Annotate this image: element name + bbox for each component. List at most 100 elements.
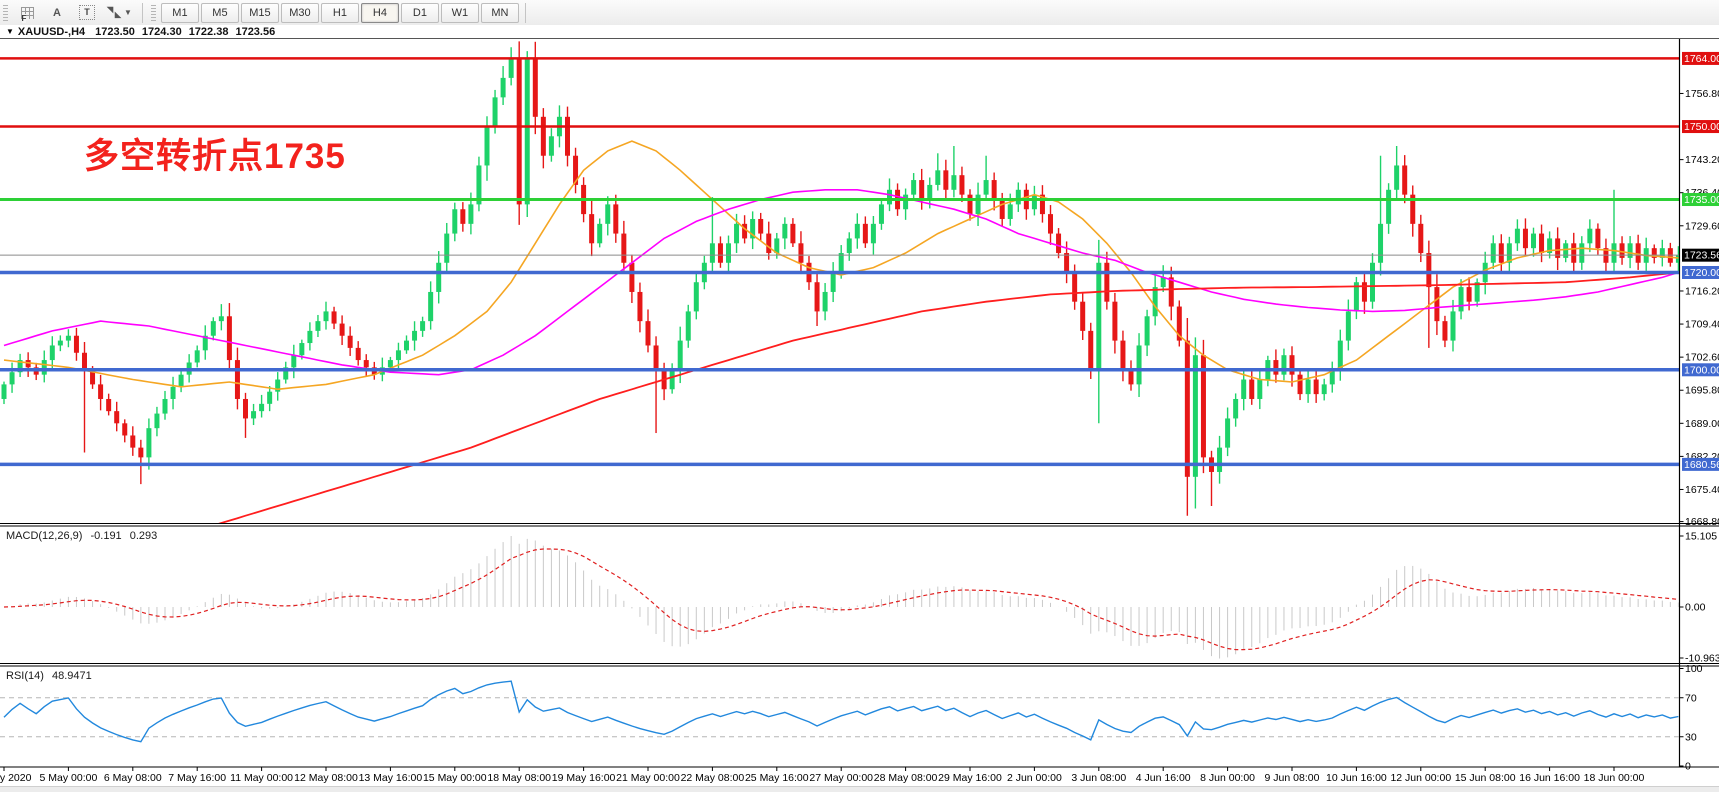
candle <box>1547 231 1553 259</box>
candle <box>73 327 79 361</box>
date-axis-label: 4 Jun 16:00 <box>1136 772 1191 784</box>
candle <box>1209 450 1214 507</box>
candle <box>1192 337 1198 509</box>
letter-t-icon: T <box>79 5 95 20</box>
candle <box>943 159 949 200</box>
timeframe-d1[interactable]: D1 <box>400 2 439 23</box>
candle <box>967 189 973 221</box>
candle <box>1394 146 1400 200</box>
date-axis-label: 21 May 00:00 <box>616 772 680 784</box>
candle <box>1458 279 1464 320</box>
candle <box>420 316 426 337</box>
candle <box>532 41 538 135</box>
timeframe-w1[interactable]: W1 <box>440 2 479 23</box>
price-badge-label: 1723.56 <box>1684 250 1719 262</box>
candle <box>589 200 595 257</box>
date-axis-label: 27 May 00:00 <box>809 772 873 784</box>
grid-glyph: F <box>20 6 34 23</box>
price-axis-badge: 1735.00 <box>1682 193 1719 207</box>
candle <box>1241 369 1247 411</box>
dotted-grid-f-icon[interactable]: F <box>13 4 41 23</box>
candle <box>677 326 683 384</box>
date-axis-label: 11 May 00:00 <box>230 772 293 784</box>
candle <box>903 188 909 220</box>
text-box-button[interactable]: T <box>73 4 101 22</box>
candle <box>98 374 104 411</box>
price-axis-badge: 1723.56 <box>1682 248 1719 262</box>
candle <box>500 66 506 106</box>
candle <box>452 202 458 242</box>
price-badge-label: 1735.00 <box>1684 194 1719 206</box>
candle <box>605 196 611 236</box>
candle <box>782 217 788 250</box>
price-tick-label: 1695.80 <box>1685 385 1719 397</box>
date-axis-label: 29 May 16:00 <box>938 772 1002 784</box>
price-tick-label: 1709.40 <box>1685 319 1719 331</box>
candle <box>621 220 627 271</box>
candle <box>1 381 7 405</box>
candle <box>114 401 120 432</box>
date-axis-label: 12 May 08:00 <box>294 772 358 784</box>
candle <box>573 147 579 194</box>
candle <box>243 392 248 438</box>
timeframe-m5[interactable]: M5 <box>200 2 239 23</box>
quote-bar: ▼ XAUUSD-,H4 1723.50 1724.30 1722.38 172… <box>0 25 1719 39</box>
candle <box>347 326 353 356</box>
candle <box>516 41 522 225</box>
date-axis-label: 19 May 16:00 <box>552 772 616 784</box>
rsi-value: 48.9471 <box>51 670 92 682</box>
timeframe-h4[interactable]: H4 <box>360 2 399 23</box>
timeframe-m1[interactable]: M1 <box>160 2 199 23</box>
candle <box>1321 378 1327 401</box>
candle <box>830 262 836 303</box>
timeframe-m15[interactable]: M15 <box>240 2 279 23</box>
date-axis-label: 10 Jun 16:00 <box>1326 772 1387 784</box>
candle <box>315 314 321 338</box>
rsi-name: RSI(14) <box>6 670 44 682</box>
rsi-scale-label: 70 <box>1685 692 1697 704</box>
candle <box>1297 368 1303 401</box>
candle <box>822 283 828 321</box>
candle <box>1611 189 1617 271</box>
candle <box>259 394 265 418</box>
toolbar-grip[interactable] <box>3 4 8 21</box>
candle <box>1402 155 1408 204</box>
timeframe-m30[interactable]: M30 <box>280 2 319 23</box>
quote-close: 1723.56 <box>235 25 276 38</box>
candle <box>935 153 941 191</box>
candle <box>814 273 820 327</box>
chevron-down-icon[interactable]: ▼ <box>6 27 14 36</box>
timeframe-mn[interactable]: MN <box>480 2 519 23</box>
chart-text-annotation[interactable]: 多空转折点1735 <box>84 137 346 176</box>
candle <box>1345 299 1351 351</box>
candle <box>404 335 409 354</box>
date-axis-label: 22 May 08:00 <box>681 772 745 784</box>
toolbar-grip[interactable] <box>150 4 156 21</box>
quote-high: 1724.30 <box>141 25 182 38</box>
date-axis-label: 2 Jun 00:00 <box>1007 772 1062 784</box>
candle <box>1353 276 1359 320</box>
candle <box>218 304 224 331</box>
candle <box>798 231 804 275</box>
candle <box>1539 224 1545 263</box>
candle <box>1522 218 1528 257</box>
price-tick-label: 1729.60 <box>1685 220 1719 232</box>
macd-main-value: -0.191 <box>90 530 122 542</box>
price-badge-label: 1680.56 <box>1684 459 1719 471</box>
candle <box>1531 227 1536 257</box>
arrows-tool-button[interactable]: ◥ ◣ ▼ <box>103 4 136 22</box>
candle <box>653 336 659 434</box>
candle <box>355 341 361 366</box>
candles-layer <box>1 41 1679 516</box>
candle <box>1587 219 1593 253</box>
chevron-down-icon[interactable]: ▼ <box>124 8 132 17</box>
candle <box>854 213 860 249</box>
date-axis-label: 15 May 00:00 <box>423 772 487 784</box>
date-axis-label: 25 May 16:00 <box>745 772 809 784</box>
date-axis-label: 9 Jun 08:00 <box>1265 772 1320 784</box>
text-label-button[interactable]: A <box>43 4 71 22</box>
candle <box>82 341 87 453</box>
timeframe-h1[interactable]: H1 <box>320 2 359 23</box>
